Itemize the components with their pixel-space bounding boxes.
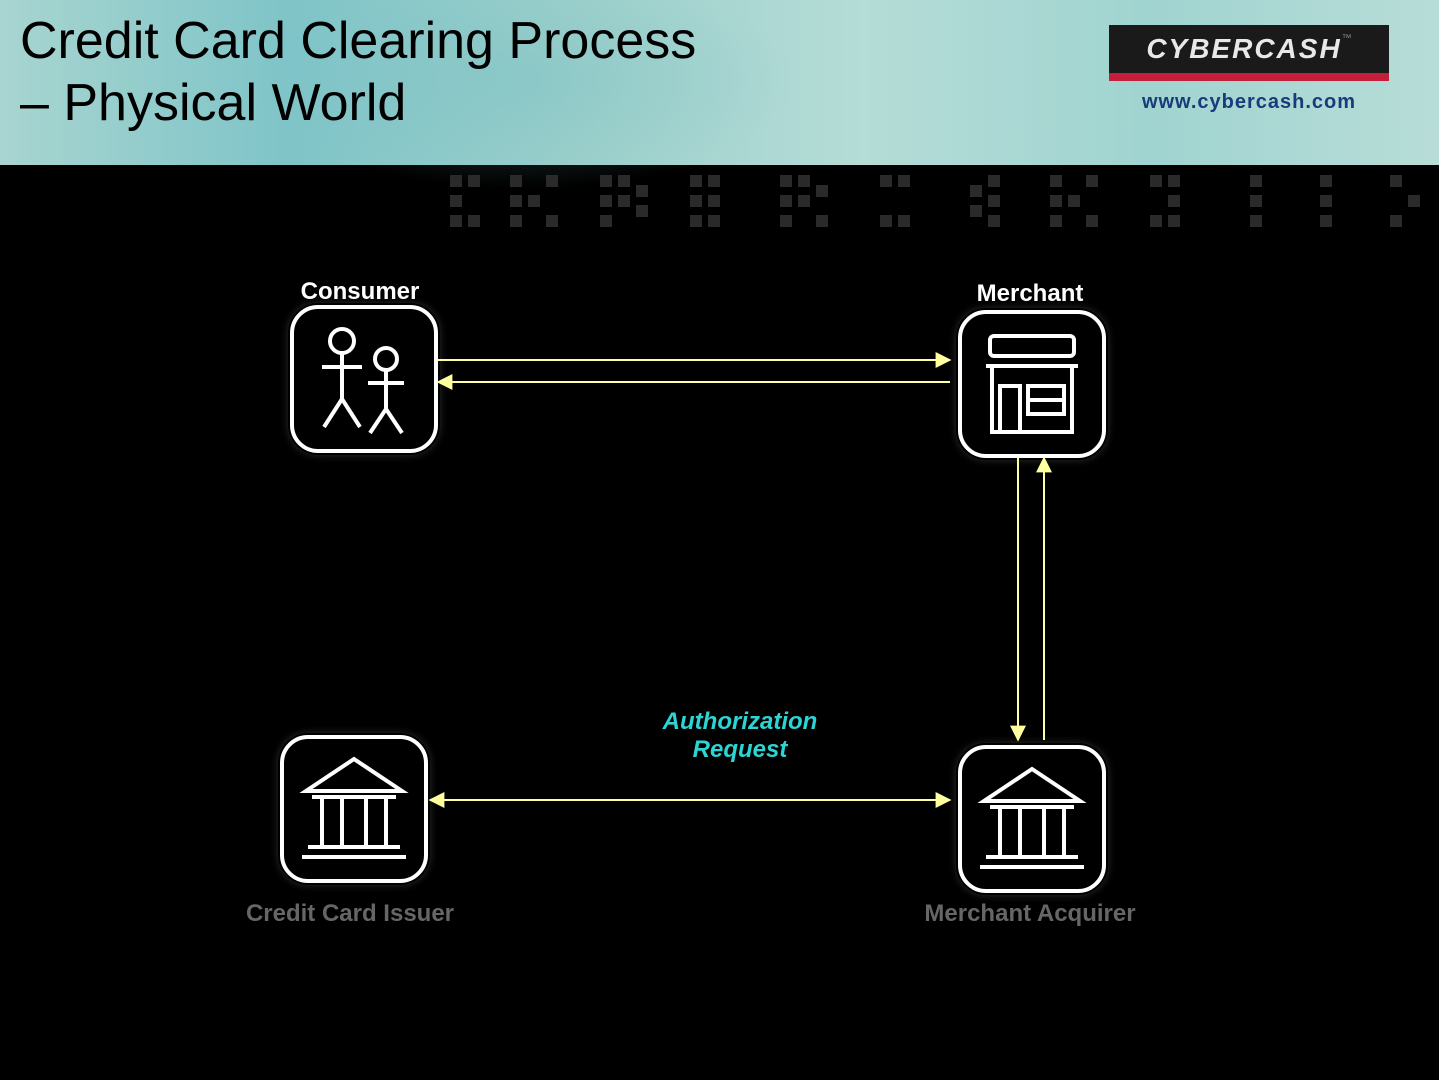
render-noise-band (0, 980, 1439, 1030)
merchant-icon (958, 310, 1106, 458)
merchant-label: Merchant (930, 280, 1130, 308)
edges-overlay (0, 165, 1439, 1080)
consumer-label: Consumer (255, 278, 465, 306)
logo-tm: ™ (1342, 33, 1352, 44)
issuer-label: Credit Card Issuer (210, 900, 490, 928)
edge-label-line2: Request (693, 736, 788, 763)
acquirer-label: Merchant Acquirer (890, 900, 1170, 928)
authorization-request-label: Authorization Request (590, 708, 890, 764)
logo-text: CYBERCASH (1146, 33, 1341, 64)
logo-url: www.cybercash.com (1109, 91, 1389, 114)
slide-title: Credit Card Clearing Process – Physical … (20, 10, 696, 135)
edge-label-line1: Authorization (663, 708, 818, 735)
title-line-2: – Physical World (20, 74, 406, 132)
brand-logo: CYBERCASH™ www.cybercash.com (1109, 25, 1389, 114)
issuer-icon (280, 735, 428, 883)
logo-badge: CYBERCASH™ (1109, 25, 1389, 81)
title-line-1: Credit Card Clearing Process (20, 12, 696, 70)
process-diagram: Consumer Merchant (0, 165, 1439, 1080)
slide-header: Credit Card Clearing Process – Physical … (0, 0, 1439, 165)
acquirer-icon (958, 745, 1106, 893)
consumer-icon (290, 305, 438, 453)
